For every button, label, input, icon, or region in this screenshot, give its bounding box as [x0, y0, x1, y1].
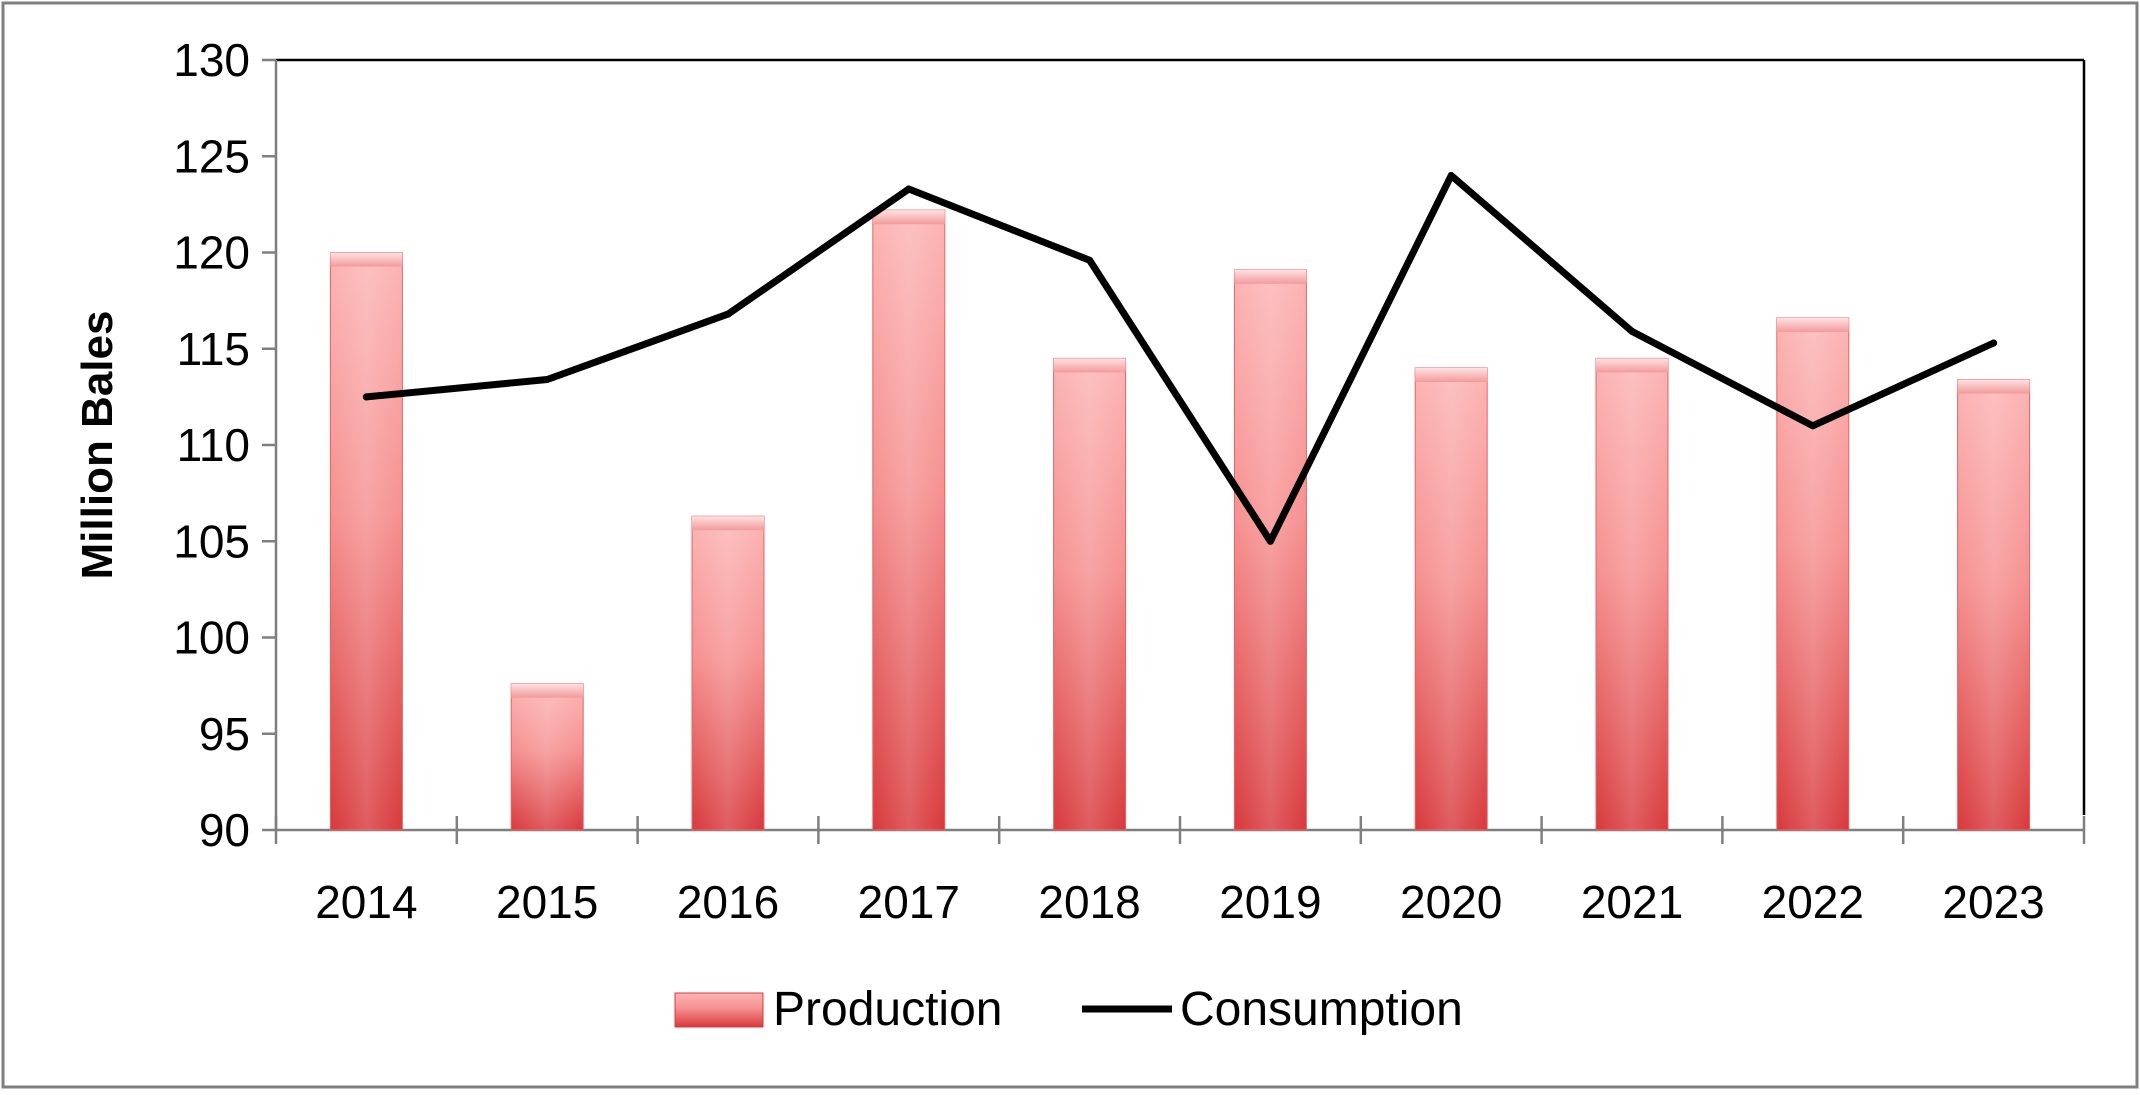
bar-cap: [692, 516, 764, 531]
consumption-point-2023: [1990, 339, 1998, 347]
consumption-point-2014: [362, 393, 370, 401]
legend-label-consumption: Consumption: [1180, 983, 1463, 1036]
bar-cap: [1596, 358, 1668, 373]
bar-cap: [1053, 358, 1126, 373]
y-axis: 90 95 100 105 110 115 120 125 130: [173, 34, 278, 856]
y-tick-label: 100: [173, 612, 250, 664]
bar-production-2017: [872, 209, 946, 831]
bar-production-2020: [1414, 367, 1488, 831]
production-bars: [329, 209, 2031, 831]
y-tick-label: 110: [177, 419, 250, 471]
bar-cap: [1415, 368, 1488, 382]
legend-item-production: Production: [674, 983, 1002, 1036]
consumption-point-2015: [543, 376, 551, 384]
bar-sheen: [872, 210, 945, 830]
bar-production-2015: [510, 683, 584, 831]
consumption-line-group: [362, 172, 1998, 545]
x-tick-label: 2023: [1942, 876, 2044, 928]
y-tick-label: 120: [173, 227, 250, 279]
legend-swatch-production: [674, 992, 764, 1028]
x-tick-label: 2021: [1581, 876, 1683, 928]
bar-sheen: [330, 252, 403, 830]
bar-sheen: [1957, 379, 2030, 830]
x-tick-label: 2020: [1400, 876, 1502, 928]
bar-sheen: [1415, 368, 1488, 830]
legend-label-production: Production: [773, 983, 1002, 1036]
bar-production-2014: [329, 252, 403, 831]
y-tick-label: 130: [173, 34, 250, 86]
y-axis-title: Million Bales: [73, 311, 122, 580]
bar-cap: [1776, 317, 1849, 332]
consumption-point-2016: [724, 310, 732, 318]
consumption-point-2018: [1086, 256, 1094, 264]
consumption-point-2021: [1628, 327, 1636, 335]
y-tick-label: 105: [173, 515, 250, 567]
bar-production-2016: [691, 515, 765, 831]
y-tick-label: 115: [177, 323, 250, 375]
x-tick-label: 2022: [1762, 876, 1864, 928]
consumption-line: [362, 172, 1998, 545]
consumption-point-2019: [1266, 537, 1274, 545]
x-tick-label: 2017: [858, 876, 960, 928]
y-tick-label: 125: [173, 130, 250, 182]
consumption-point-2017: [905, 185, 913, 193]
x-tick-label: 2014: [315, 876, 417, 928]
bar-cap: [1234, 269, 1307, 284]
bar-sheen: [511, 683, 584, 830]
x-tick-label: 2015: [496, 876, 598, 928]
plot-area: [276, 58, 2086, 815]
bar-sheen: [1776, 317, 1849, 830]
y-tick-label: 95: [199, 708, 250, 760]
bar-cap: [511, 683, 584, 698]
bar-production-2023: [1957, 379, 2031, 831]
x-tick-label: 2018: [1038, 876, 1140, 928]
bar-production-2018: [1053, 357, 1127, 831]
legend: Production Consumption: [674, 983, 1463, 1036]
bar-sheen: [692, 516, 764, 830]
y-tick-label: 90: [199, 804, 250, 856]
bar-production-2019: [1233, 269, 1307, 831]
bar-sheen: [1234, 269, 1307, 830]
bar-cap: [330, 252, 403, 267]
consumption-point-2020: [1447, 172, 1455, 179]
bar-sheen: [1053, 358, 1126, 830]
legend-item-consumption: Consumption: [1082, 983, 1463, 1036]
bar-production-2021: [1595, 357, 1669, 831]
x-tick-label: 2016: [677, 876, 779, 928]
bar-production-2022: [1776, 317, 1850, 831]
x-axis: 2014 2015 2016 2017 2018 2019 2020 2021 2022 2023: [274, 816, 2086, 928]
x-tick-label: 2019: [1219, 876, 1321, 928]
bar-sheen: [1596, 358, 1668, 830]
bar-cap: [1957, 379, 2030, 394]
consumption-point-2022: [1809, 422, 1817, 430]
bar-cap: [872, 210, 945, 225]
